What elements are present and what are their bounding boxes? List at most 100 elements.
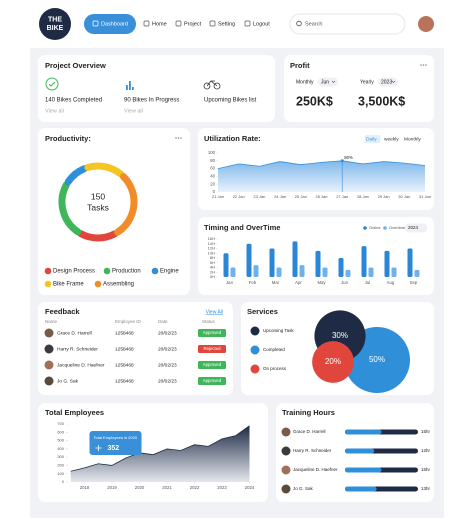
status-text: Approved bbox=[203, 362, 222, 367]
avatar[interactable] bbox=[418, 16, 434, 32]
employee-id: 1258468 bbox=[115, 362, 134, 368]
legend-swatch bbox=[44, 280, 52, 288]
tab-active[interactable] bbox=[364, 135, 381, 143]
status-text: Approved bbox=[203, 378, 222, 383]
bar bbox=[276, 267, 282, 277]
avatar bbox=[44, 376, 54, 386]
y-tick-label: 60 bbox=[210, 166, 215, 171]
value-label: 15hr bbox=[421, 467, 431, 472]
y-tick-label: 80 bbox=[210, 158, 215, 163]
tab[interactable]: Monthly bbox=[404, 136, 421, 142]
value-label: 12hr bbox=[421, 448, 431, 453]
select[interactable] bbox=[318, 77, 338, 87]
legend-label: Design Process bbox=[53, 269, 95, 275]
card-title: Services bbox=[247, 307, 278, 316]
card bbox=[38, 55, 275, 122]
x-tick-label: 26 Jan bbox=[315, 194, 327, 199]
tab[interactable]: Daily bbox=[366, 136, 377, 142]
x-tick-label: 2023 bbox=[217, 485, 227, 490]
bubble-label: 30% bbox=[332, 331, 348, 340]
value-label: 80% bbox=[344, 155, 353, 160]
status-badge bbox=[198, 361, 226, 369]
bar bbox=[384, 250, 390, 277]
area-fill bbox=[218, 160, 425, 192]
bubble-label: 20% bbox=[325, 357, 341, 366]
donut-segment bbox=[77, 230, 118, 242]
tab[interactable]: weekly bbox=[384, 136, 399, 142]
profit-period: Monthly bbox=[296, 79, 314, 85]
y-tick-label: 8H bbox=[210, 255, 215, 260]
employee-name: Harry R. Schneider bbox=[57, 346, 98, 352]
bar bbox=[292, 241, 298, 277]
status-badge bbox=[198, 377, 226, 385]
card-title: Total Employees bbox=[45, 408, 104, 417]
donut-segment bbox=[84, 162, 125, 178]
x-tick-label: Jan bbox=[226, 280, 234, 285]
x-tick-label: 23 Jan bbox=[253, 194, 265, 199]
donut-center: 150 bbox=[91, 191, 105, 201]
logo-text: THE bbox=[48, 16, 62, 23]
menu-dot[interactable] bbox=[422, 64, 425, 66]
nav-item[interactable]: Dashboard bbox=[101, 21, 128, 27]
view-link[interactable]: View all bbox=[45, 108, 64, 114]
x-tick-label: Aug bbox=[387, 280, 395, 285]
y-tick-label: 14H bbox=[208, 241, 215, 246]
menu-dot[interactable] bbox=[177, 137, 180, 139]
x-tick-label: 2019 bbox=[107, 485, 117, 490]
y-tick-label: 20 bbox=[210, 181, 215, 186]
menu-dot[interactable] bbox=[420, 64, 422, 66]
y-tick-label: 40 bbox=[210, 174, 215, 179]
legend-swatch bbox=[383, 226, 387, 230]
y-tick-label: 0 bbox=[213, 189, 216, 194]
legend-swatch bbox=[151, 267, 159, 275]
avatar bbox=[281, 446, 291, 456]
search-box[interactable] bbox=[289, 13, 406, 35]
nav-active[interactable] bbox=[84, 14, 136, 34]
bar bbox=[269, 248, 275, 277]
select-value[interactable]: Jun bbox=[321, 79, 329, 85]
avatar bbox=[281, 465, 291, 475]
legend-swatch bbox=[250, 364, 260, 374]
icon-bike bbox=[206, 80, 218, 87]
select[interactable] bbox=[405, 223, 427, 233]
x-tick-label: 29 Jan bbox=[378, 194, 390, 199]
select-value[interactable]: 2024 bbox=[408, 225, 419, 230]
card-title: Project Overview bbox=[45, 61, 106, 70]
status-badge bbox=[198, 329, 226, 337]
bar bbox=[299, 265, 305, 277]
select-value[interactable]: 2023 bbox=[381, 79, 392, 85]
view-all-link[interactable]: View All bbox=[206, 309, 223, 315]
avatar bbox=[44, 328, 54, 338]
card bbox=[284, 55, 434, 122]
donut-segment bbox=[114, 172, 138, 236]
column-header: Status bbox=[202, 319, 216, 324]
menu-dot[interactable] bbox=[175, 137, 177, 139]
card-title: Feedback bbox=[45, 307, 80, 316]
x-tick-label: Feb bbox=[249, 280, 257, 285]
legend-swatch bbox=[94, 280, 102, 288]
data-point bbox=[340, 159, 344, 163]
y-tick-label: 100 bbox=[208, 150, 216, 155]
x-tick-label: 2022 bbox=[190, 485, 200, 490]
menu-dot[interactable] bbox=[425, 64, 427, 66]
nav-item[interactable]: Setting bbox=[218, 21, 235, 27]
legend-label: Engine bbox=[160, 269, 179, 275]
tooltip-title: Total Employees in 2020 bbox=[94, 435, 138, 440]
view-link[interactable]: View all bbox=[124, 108, 143, 114]
search-placeholder: Search bbox=[305, 21, 322, 27]
nav-icon bbox=[244, 20, 251, 27]
select[interactable] bbox=[378, 77, 398, 87]
menu-dot[interactable] bbox=[180, 137, 182, 139]
avatar bbox=[281, 427, 291, 437]
y-tick-label: 400 bbox=[57, 446, 64, 451]
x-tick-label: Mar bbox=[272, 280, 280, 285]
date: 20/02/23 bbox=[158, 330, 177, 336]
nav-item[interactable]: Project bbox=[184, 21, 202, 27]
employee-name: Jacqueline D. Haefner bbox=[293, 467, 338, 472]
nav-item[interactable]: Logout bbox=[253, 21, 270, 27]
legend-label: Production bbox=[112, 269, 141, 275]
legend-swatch bbox=[250, 326, 260, 336]
date: 20/02/23 bbox=[158, 378, 177, 384]
bar bbox=[345, 448, 375, 454]
nav-item[interactable]: Home bbox=[152, 21, 167, 27]
